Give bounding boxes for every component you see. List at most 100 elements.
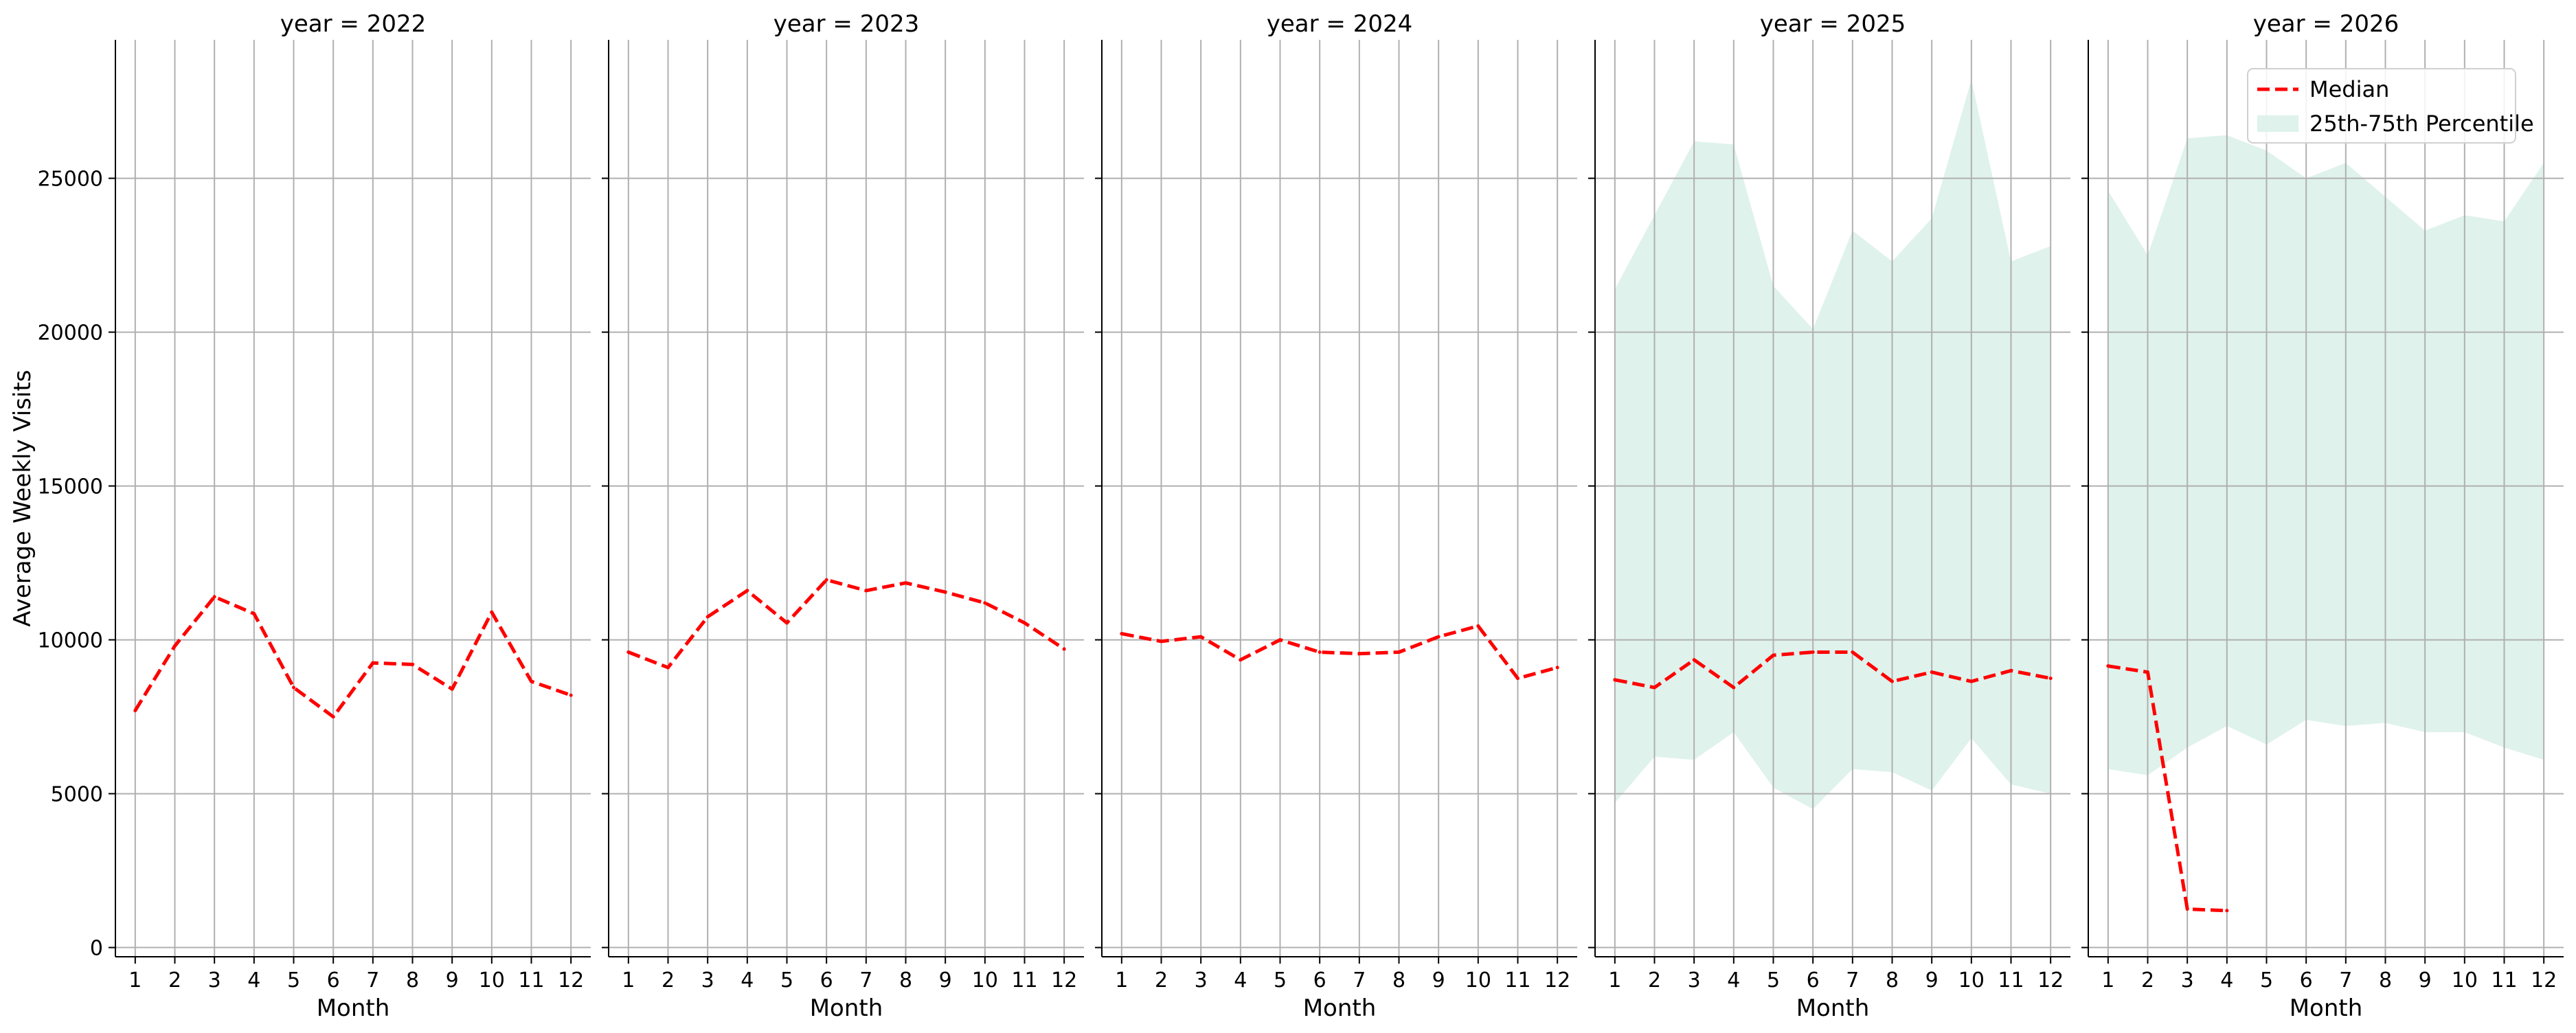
x-tick-label: 7	[1353, 968, 1366, 992]
x-axis-label: Month	[810, 995, 883, 1022]
percentile-band	[2108, 135, 2544, 775]
median-point	[1199, 635, 1203, 639]
x-tick-label: 7	[2339, 968, 2352, 992]
panel-title: year = 2024	[1267, 10, 1412, 38]
x-tick-label: 11	[518, 968, 544, 992]
x-tick-label: 5	[2260, 968, 2273, 992]
x-tick-label: 10	[972, 968, 998, 992]
median-point	[785, 621, 789, 625]
median-point	[411, 662, 414, 666]
median-point	[1692, 658, 1696, 662]
median-point	[1613, 678, 1617, 682]
x-tick-label: 2	[168, 968, 181, 992]
panel-title: year = 2026	[2253, 10, 2399, 38]
x-tick-label: 7	[859, 968, 872, 992]
median-point	[1436, 635, 1440, 639]
x-tick-label: 6	[1807, 968, 1820, 992]
x-tick-label: 4	[247, 968, 260, 992]
x-axis-label: Month	[317, 995, 390, 1022]
x-tick-label: 12	[1051, 968, 1077, 992]
median-point	[133, 709, 137, 713]
x-tick-label: 6	[1313, 968, 1326, 992]
median-point	[1160, 639, 1163, 644]
x-tick-label: 8	[899, 968, 912, 992]
y-tick-label: 25000	[38, 168, 103, 192]
y-tick-label: 10000	[38, 629, 103, 653]
x-tick-label: 3	[701, 968, 714, 992]
x-tick-label: 7	[1846, 968, 1859, 992]
x-tick-label: 10	[2452, 968, 2478, 992]
median-point	[2009, 668, 2013, 672]
median-point	[983, 601, 987, 605]
x-tick-label: 11	[1011, 968, 1037, 992]
median-point	[705, 615, 710, 619]
x-tick-label: 4	[2220, 968, 2233, 992]
median-point	[1653, 685, 1656, 690]
median-point	[331, 715, 335, 719]
x-tick-label: 3	[1195, 968, 1208, 992]
x-tick-label: 4	[1727, 968, 1740, 992]
x-tick-label: 11	[1998, 968, 2024, 992]
x-tick-label: 5	[287, 968, 300, 992]
median-point	[252, 611, 256, 615]
x-tick-label: 9	[446, 968, 459, 992]
median-point	[864, 589, 868, 593]
median-point	[569, 693, 573, 697]
x-tick-label: 2	[2141, 968, 2154, 992]
x-axis-label: Month	[2290, 995, 2363, 1022]
median-point	[2106, 664, 2110, 668]
median-point	[450, 687, 454, 691]
x-tick-label: 8	[1392, 968, 1405, 992]
x-tick-label: 8	[406, 968, 419, 992]
x-tick-label: 1	[622, 968, 635, 992]
x-tick-label: 5	[780, 968, 793, 992]
x-tick-label: 1	[1608, 968, 1621, 992]
x-tick-label: 8	[2379, 968, 2392, 992]
legend-band-swatch	[2257, 115, 2298, 132]
x-tick-label: 6	[820, 968, 833, 992]
median-line	[627, 578, 1065, 670]
median-point	[1476, 624, 1480, 628]
median-point	[666, 666, 670, 670]
x-tick-label: 3	[208, 968, 221, 992]
x-tick-label: 6	[2300, 968, 2313, 992]
median-line	[1614, 650, 2051, 690]
x-tick-label: 5	[1274, 968, 1287, 992]
x-tick-label: 9	[1925, 968, 1939, 992]
median-point	[1239, 658, 1243, 662]
x-tick-label: 6	[327, 968, 340, 992]
panel-title: year = 2022	[280, 10, 426, 38]
x-tick-label: 11	[2491, 968, 2517, 992]
median-point	[2225, 909, 2229, 913]
median-point	[904, 581, 907, 585]
panel-title: year = 2023	[773, 10, 919, 38]
median-point	[1023, 621, 1026, 625]
x-tick-label: 2	[662, 968, 675, 992]
x-tick-label: 9	[939, 968, 952, 992]
percentile-band	[1614, 80, 2051, 810]
x-axis-label: Month	[1303, 995, 1377, 1022]
x-tick-label: 11	[1504, 968, 1530, 992]
median-point	[1969, 679, 1974, 683]
y-tick-label: 20000	[38, 321, 103, 345]
x-tick-label: 9	[1432, 968, 1445, 992]
median-point	[292, 685, 295, 690]
x-tick-label: 10	[1958, 968, 1985, 992]
median-point	[745, 589, 749, 593]
x-tick-label: 12	[558, 968, 584, 992]
median-point	[1555, 666, 1559, 670]
median-point	[212, 595, 216, 599]
median-line	[133, 595, 572, 719]
x-tick-label: 1	[1115, 968, 1128, 992]
x-tick-label: 1	[2101, 968, 2114, 992]
x-tick-label: 2	[1155, 968, 1168, 992]
x-tick-label: 3	[1688, 968, 1701, 992]
y-tick-label: 0	[90, 937, 103, 961]
median-point	[1851, 650, 1855, 654]
median-point	[1397, 650, 1401, 654]
